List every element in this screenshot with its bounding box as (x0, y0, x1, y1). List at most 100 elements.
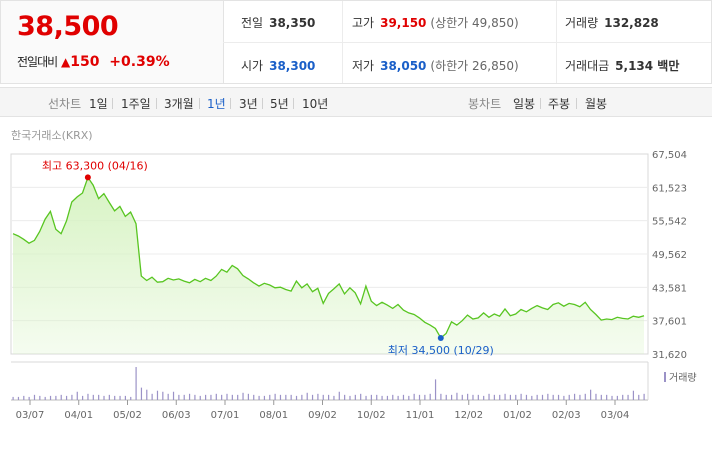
volume-bar (172, 391, 175, 400)
x-tick-label: 02/03 (552, 410, 581, 421)
y-tick-label: 31,620 (652, 350, 687, 361)
lower-limit: (하한가 26,850) (430, 59, 519, 73)
tab-3m[interactable]: 3개월 (164, 97, 194, 111)
volume-bar (509, 394, 512, 400)
volume-bar (156, 390, 159, 400)
price-box: 38,500 전일대비 ▲150 +0.39% (1, 1, 224, 83)
volume-bar (520, 393, 522, 400)
tab-weekly[interactable]: 주봉 (548, 97, 571, 111)
volume-bar (178, 394, 180, 400)
divider (199, 98, 200, 109)
volume-bar (504, 393, 506, 400)
volume-bar (632, 390, 635, 400)
volume-bar (467, 393, 469, 400)
y-tick-label: 55,542 (652, 217, 687, 228)
volume-bar (317, 393, 319, 400)
volume-bar (525, 394, 528, 400)
x-tick-label: 12/02 (454, 410, 483, 421)
volume-bar (242, 392, 244, 400)
tab-1d[interactable]: 1일 (89, 97, 108, 111)
volume-bar (344, 394, 346, 400)
volume-bar (434, 379, 437, 400)
volume-bar (60, 394, 62, 400)
volume-bar (354, 394, 356, 400)
y-tick-label: 43,581 (652, 283, 687, 294)
volume-bar (295, 395, 298, 400)
volume-bar (87, 393, 89, 400)
volume-bar (23, 395, 25, 400)
volume-bar (124, 395, 126, 400)
volume-bar (199, 395, 201, 400)
volume-bar (638, 394, 640, 400)
volume-bar (322, 394, 324, 400)
volume-bar (536, 394, 538, 400)
low-label: 저가 (352, 59, 375, 73)
volume-bar (221, 394, 223, 400)
quote-panel: 38,500 전일대비 ▲150 +0.39% 전일 38,350 고가 39,15… (0, 0, 712, 84)
line-chart-label: 선차트 (48, 97, 82, 111)
volume-bar (477, 394, 479, 400)
volume-bar (515, 394, 517, 400)
volume-bar (573, 393, 576, 400)
volume-bar (424, 394, 426, 400)
volume-label: 거래량 (565, 16, 599, 30)
volume-bar (381, 395, 383, 400)
tab-1y[interactable]: 1년 (207, 97, 226, 111)
prev-close-label: 전일 (241, 16, 264, 30)
max-marker (84, 174, 91, 181)
volume-bar (408, 395, 410, 400)
volume-bar (39, 395, 41, 400)
x-tick-label: 09/02 (308, 410, 337, 421)
trade-value-amount: 5,134 백만 (615, 59, 680, 73)
price-line (12, 175, 645, 339)
volume-bar (311, 394, 314, 400)
volume-bar (552, 394, 554, 400)
volume-bar (643, 393, 645, 400)
volume-bar (579, 394, 581, 400)
plot-frame (10, 153, 649, 355)
volume-bar (338, 391, 340, 400)
max-label: 최고 63,300 (04/16) (42, 159, 148, 172)
volume-bar (151, 393, 153, 400)
volume-bar (445, 394, 447, 400)
volume-bar (568, 394, 570, 400)
volume-bar (183, 394, 185, 400)
tab-daily[interactable]: 일봉 (513, 97, 536, 111)
divider (293, 98, 294, 109)
x-tick-label: 03/04 (601, 410, 630, 421)
volume-bar (392, 394, 394, 400)
volume-bar (606, 394, 608, 400)
x-tick-label: 10/02 (357, 410, 386, 421)
volume-bar (600, 394, 602, 400)
volume-bar (215, 393, 217, 400)
trade-value: 거래대금 5,134 백만 (565, 57, 679, 74)
tab-monthly[interactable]: 월봉 (585, 97, 608, 111)
volume-bar (108, 394, 110, 400)
tab-3y[interactable]: 3년 (239, 97, 258, 111)
tab-5y[interactable]: 5년 (270, 97, 289, 111)
volume-bar (269, 394, 271, 400)
volume-bar (247, 393, 249, 400)
data-source: 한국거래소(KRX) (11, 129, 93, 142)
volume-bar (274, 393, 276, 400)
volume-bar (205, 394, 207, 400)
volume-bar (397, 395, 399, 400)
volume-bar (590, 389, 592, 400)
divider (262, 98, 263, 109)
volume-bar (622, 394, 624, 400)
x-tick-label: 11/01 (406, 410, 435, 421)
open-value: 38,300 (269, 59, 316, 73)
change-percent: +0.39% (109, 54, 170, 70)
volume-bar (456, 392, 458, 400)
high-label: 고가 (352, 16, 375, 30)
volume-bar (55, 395, 57, 400)
volume-bar (135, 367, 137, 400)
divider (540, 98, 541, 109)
divider (230, 98, 231, 109)
volume-bar (418, 394, 421, 400)
volume-bar (376, 394, 378, 400)
tab-1w[interactable]: 1주일 (121, 97, 151, 111)
x-tick-label: 03/07 (16, 410, 45, 421)
tab-10y[interactable]: 10년 (302, 97, 329, 111)
volume-bar (65, 395, 68, 400)
